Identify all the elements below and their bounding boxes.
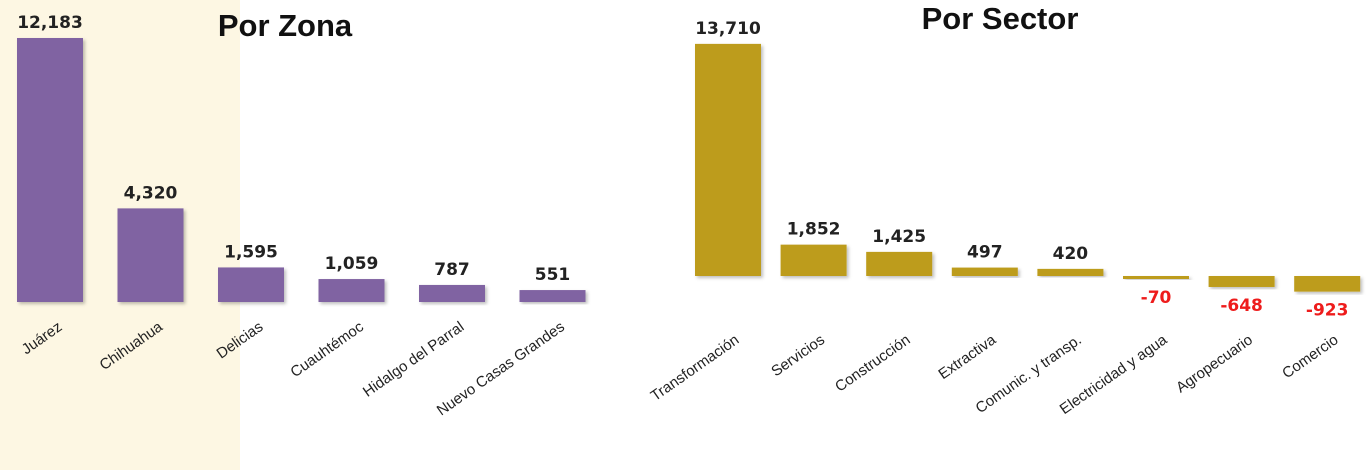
value-label-delicias: 1,595 bbox=[224, 242, 278, 262]
category-label-agropecuario: Agropecuario bbox=[1173, 331, 1256, 396]
bar-delicias bbox=[218, 267, 284, 302]
category-label-hidalgo-del-parral: Hidalgo del Parral bbox=[360, 318, 467, 400]
bar-agropecuario bbox=[1208, 276, 1275, 287]
value-label-chihuahua: 4,320 bbox=[124, 183, 178, 203]
value-label-construccion: 1,425 bbox=[872, 227, 926, 247]
sector-chart: Por Sector 13,710 Transformación 1,852 Serv… bbox=[648, 1, 1361, 418]
category-label-construccion: Construcción bbox=[832, 331, 913, 395]
category-label-extractiva: Extractiva bbox=[935, 331, 999, 383]
bar-construccion bbox=[866, 251, 933, 276]
value-label-nuevo-casas-grandes: 551 bbox=[535, 265, 571, 285]
value-label-hidalgo-del-parral: 787 bbox=[434, 260, 470, 280]
bar-hidalgo-del-parral bbox=[419, 284, 485, 302]
value-label-agropecuario: -648 bbox=[1220, 296, 1263, 316]
category-label-cuauhtemoc: Cuauhtémoc bbox=[287, 318, 367, 381]
bar-servicios bbox=[780, 244, 847, 276]
category-label-comercio: Comercio bbox=[1279, 331, 1341, 382]
category-label-transformacion: Transformación bbox=[648, 331, 743, 404]
bar-comercio bbox=[1294, 276, 1361, 292]
bar-nuevo-casas-grandes bbox=[519, 290, 586, 302]
value-label-comunic-y-transp: 420 bbox=[1053, 244, 1089, 264]
value-label-electricidad-y-agua: -70 bbox=[1141, 288, 1172, 308]
bar-electricidad-y-agua bbox=[1123, 276, 1189, 279]
category-label-servicios: Servicios bbox=[768, 331, 828, 380]
value-label-servicios: 1,852 bbox=[787, 220, 841, 240]
value-label-juarez: 12,183 bbox=[17, 13, 83, 33]
bar-chihuahua bbox=[117, 208, 184, 302]
bar-extractiva bbox=[951, 267, 1018, 276]
zone-chart-title: Por Zona bbox=[218, 8, 353, 43]
bar-transformacion bbox=[695, 43, 761, 276]
value-label-comercio: -923 bbox=[1306, 301, 1349, 321]
value-label-transformacion: 13,710 bbox=[695, 19, 761, 39]
bar-comunic-y-transp bbox=[1037, 268, 1104, 276]
value-label-extractiva: 497 bbox=[967, 243, 1003, 263]
bar-juarez bbox=[17, 37, 83, 303]
sector-chart-title: Por Sector bbox=[922, 1, 1079, 36]
value-label-cuauhtemoc: 1,059 bbox=[325, 254, 379, 274]
bar-cuauhtemoc bbox=[318, 279, 385, 302]
